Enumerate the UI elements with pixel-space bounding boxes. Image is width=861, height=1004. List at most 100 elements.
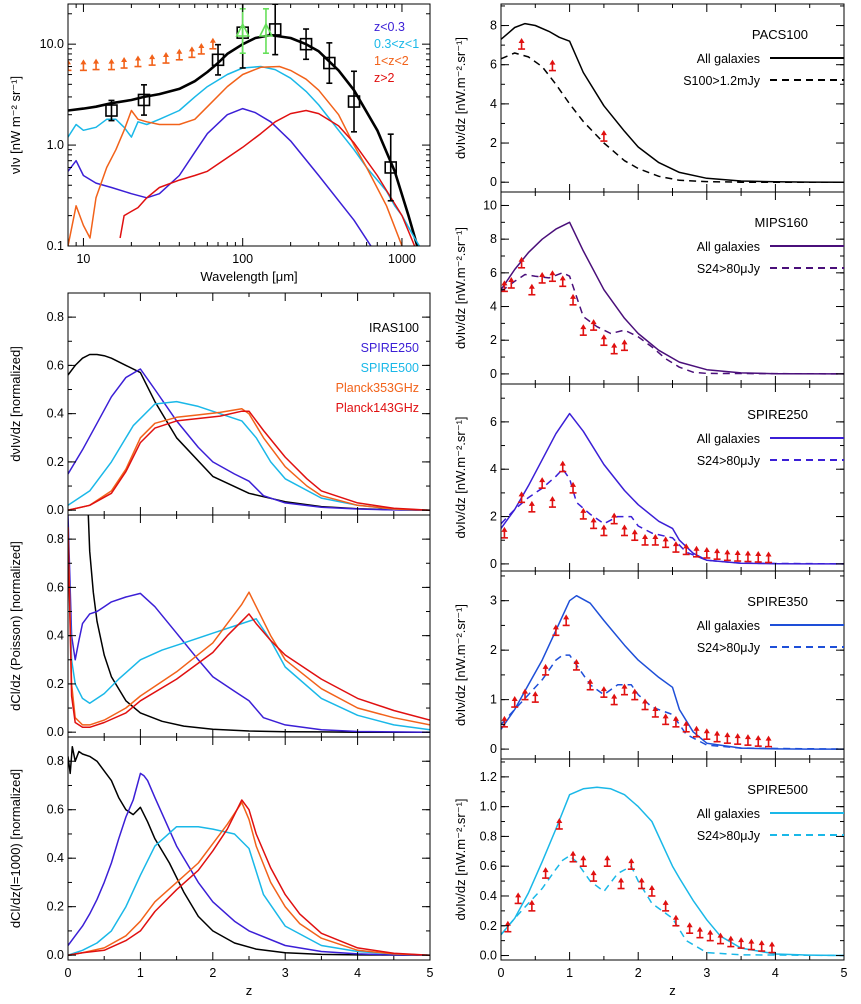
lower-limit-arrow [590,870,597,876]
y-tick-label: 0.2 [47,900,64,914]
legend-label: S100>1.2mJy [683,74,761,88]
lower-limit-arrow [563,614,570,620]
y-tick-label: 0.8 [480,829,497,843]
y-tick-label: 0 [490,175,497,189]
sed-axes: 0.1 1.0 10.0 10 100 1000 Wavelength [μm] νIν [n… [8,3,431,284]
data-point [347,95,361,108]
lower-limit-arrow [714,548,721,554]
lower-limit-arrow [638,877,645,883]
norm-dIdz-series-planck143ghz [68,410,430,511]
lower-limit-arrow [642,533,649,539]
lower-limit-arrow [188,46,195,52]
x-tick-label: 3 [282,966,289,980]
lower-limit-arrow [765,551,772,557]
pacs100-series-s100-1-2mjy [501,52,844,183]
lower-limit-arrow [542,867,549,873]
sed-lower-limits [68,37,217,72]
pacs100-ylabel: dνIν/dz [nW.m⁻².sr⁻¹] [453,37,468,159]
norm-clustering-xlabel: z [246,983,253,998]
y-tick-label: 4 [490,300,497,314]
spire350-series-s24-80-jy [501,654,844,750]
lower-limit-arrow [631,529,638,535]
lower-limit-arrow [559,460,566,466]
y-tick-label: 6 [490,266,497,280]
pacs100-legend: All galaxies S100>1.2mJy [683,52,844,88]
y-tick-label: 1.2 [480,770,497,784]
spire250-series-s24-80-jy [501,468,844,565]
y-tick-label: 0.8 [47,532,64,546]
lower-limit-arrow [768,941,775,947]
lower-limit-arrow [108,58,115,64]
sed-series-z-0-3 [68,107,372,246]
y-tick-label: 0.4 [480,889,497,903]
mips160-legend: All galaxies S24>80μJy [697,240,844,276]
legend-label: SPIRE500 [361,361,419,375]
legend-label: S24>80μJy [697,454,761,468]
data-point [235,22,250,37]
lower-limit-arrow [717,932,724,938]
y-tick-label: 2 [490,136,497,150]
data-point [105,104,118,117]
legend-label: z<0.3 [374,20,405,34]
lower-limit-arrow [549,59,556,65]
spire500-xlabel: z [669,983,676,998]
lower-limit-arrow [549,270,556,276]
lower-limit-arrow [621,524,628,530]
lower-limit-arrow [693,545,700,551]
lower-limit-arrow [580,507,587,513]
pacs100-series-all-galaxies [501,22,844,183]
legend-label: IRAS100 [369,321,419,335]
sed-green-data [235,8,274,55]
y-tick-label: 0.1 [47,239,64,253]
x-tick-label: 5 [841,966,848,980]
lower-limit-arrow [642,698,649,704]
lower-limit-arrow [672,541,679,547]
lower-limit-arrow [511,696,518,702]
norm-dIdz-series-planck353ghz [68,408,430,511]
legend-label: S24>80μJy [697,829,761,843]
lower-limit-arrow [134,55,141,61]
spire500-ylabel: dνIν/dz [nW.m⁻².sr⁻¹] [453,798,468,920]
y-tick-label: 4 [490,462,497,476]
legend-label: Planck143GHz [336,401,419,415]
y-tick-label: 10.0 [40,37,64,51]
sed-xlabel: Wavelength [μm] [200,269,297,284]
lower-limit-arrow [714,730,721,736]
y-tick-label: 0.4 [47,629,64,643]
data-point [384,161,398,174]
lower-limit-arrow [528,500,535,506]
lower-limit-arrow [734,733,741,739]
data-point [211,53,225,67]
lower-limit-arrow [552,624,559,630]
norm-dIdz-ylabel: dνIν/dz [normalized] [8,346,23,462]
x-tick-label: 1000 [388,252,416,266]
y-tick-label: 1.0 [480,800,497,814]
y-tick-label: 0.6 [47,358,64,372]
lower-limit-arrow [121,57,128,63]
norm-poisson-series-iras100 [87,515,430,733]
legend-label: All galaxies [697,240,760,254]
x-tick-label: 0 [498,966,505,980]
y-tick-label: 0.8 [47,310,64,324]
lower-limit-arrow [648,884,655,890]
lower-limit-arrow [559,275,566,281]
spire250-panel-name: SPIRE250 [747,407,808,422]
lower-limit-arrow [580,324,587,330]
lower-limit-arrow [573,658,580,664]
lower-limit-arrow [515,892,522,898]
spire500-lower-limits [504,817,776,954]
norm-poisson-series-planck353ghz [68,527,430,726]
lower-limit-arrow [518,256,525,262]
x-tick-label: 2 [635,966,642,980]
lower-limit-arrow [765,735,772,741]
lower-limit-arrow [755,735,762,741]
lower-limit-arrow [744,550,751,556]
sed-frame [67,3,431,247]
y-tick-label: 0.2 [480,919,497,933]
data-point [323,56,336,70]
lower-limit-arrow [587,678,594,684]
legend-label: All galaxies [697,432,760,446]
norm-dIdz-series-spire500 [68,400,430,511]
y-tick-label: 0.0 [47,948,64,962]
norm-poisson-axes: 0.0 0.2 0.4 0.6 0.8 dCl/dz (Poisson) [normali… [8,514,431,739]
